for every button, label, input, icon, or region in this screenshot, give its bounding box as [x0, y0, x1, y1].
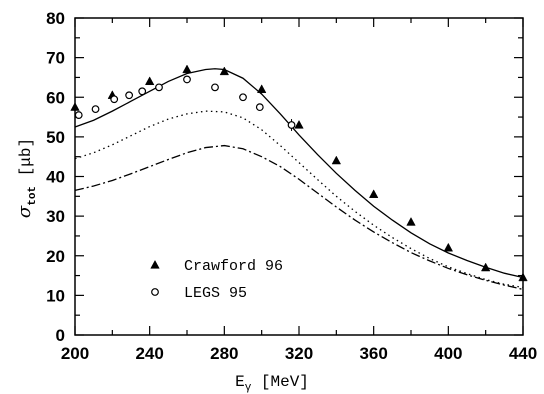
- curve-dashdot: [74, 144, 524, 291]
- y-tick-label: 30: [46, 207, 65, 226]
- legs-point: [239, 93, 247, 102]
- crawford-point: [480, 262, 491, 272]
- axis-titles: Eγ [MeV] σtot [μb]: [14, 138, 309, 394]
- legend-triangle-icon: [150, 259, 160, 269]
- crawford-point: [182, 64, 192, 74]
- y-tick-label: 80: [46, 9, 65, 28]
- crawford-point: [70, 102, 80, 111]
- legs-point: [287, 121, 296, 129]
- y-tick-label: 0: [56, 326, 65, 345]
- crawford-point: [518, 272, 528, 282]
- axis-ticks: [74, 17, 524, 336]
- curve-dotted: [74, 110, 524, 289]
- curve-solid: [74, 68, 524, 279]
- y-tick-label: 40: [46, 168, 65, 187]
- legs-point: [155, 83, 163, 92]
- legs-point: [91, 105, 100, 114]
- x-tick-label: 320: [285, 344, 313, 363]
- y-tick-label: 70: [46, 49, 65, 68]
- y-axis-title-text: σtot [μb]: [14, 138, 39, 218]
- crawford-point: [294, 119, 304, 129]
- legend-label: LEGS 95: [184, 285, 247, 302]
- x-tick-label: 200: [61, 344, 89, 363]
- y-tick-label: 20: [46, 247, 65, 266]
- legs-point: [255, 103, 264, 112]
- model-curves: [74, 68, 524, 291]
- crawford-point: [256, 84, 267, 93]
- crawford-point: [443, 242, 454, 252]
- crawford-point: [406, 217, 416, 226]
- legend-circle-icon: [151, 288, 159, 296]
- legs-point: [125, 91, 134, 100]
- legs-point: [211, 83, 219, 92]
- y-tick-label: 10: [46, 286, 65, 305]
- x-tick-label: 360: [359, 344, 387, 363]
- y-tick-label: 60: [46, 88, 65, 107]
- y-tick-label: 50: [46, 128, 65, 147]
- crawford-point: [331, 155, 342, 165]
- x-tick-label: 400: [434, 344, 462, 363]
- x-tick-label: 440: [509, 344, 537, 363]
- legs-point: [183, 75, 191, 84]
- crawford-point: [368, 189, 379, 198]
- x-tick-label: 280: [210, 344, 238, 363]
- crawford-point: [144, 76, 155, 86]
- legend-label: Crawford 96: [184, 258, 283, 275]
- y-axis-title: σtot [μb]: [14, 138, 39, 218]
- legs-point: [110, 95, 119, 104]
- legend: Crawford 96 LEGS 95: [150, 258, 283, 302]
- legs-point: [138, 87, 147, 96]
- x-axis-title: Eγ [MeV]: [235, 373, 309, 394]
- legs-point: [74, 111, 83, 119]
- data-points: [70, 64, 528, 282]
- tick-labels: 200 240 280 320 360 400 440 0 10 20 30 40 50 60 70 80: [46, 9, 537, 363]
- crawford-point: [219, 66, 230, 76]
- x-tick-label: 240: [135, 344, 163, 363]
- plot-frame: [74, 17, 524, 336]
